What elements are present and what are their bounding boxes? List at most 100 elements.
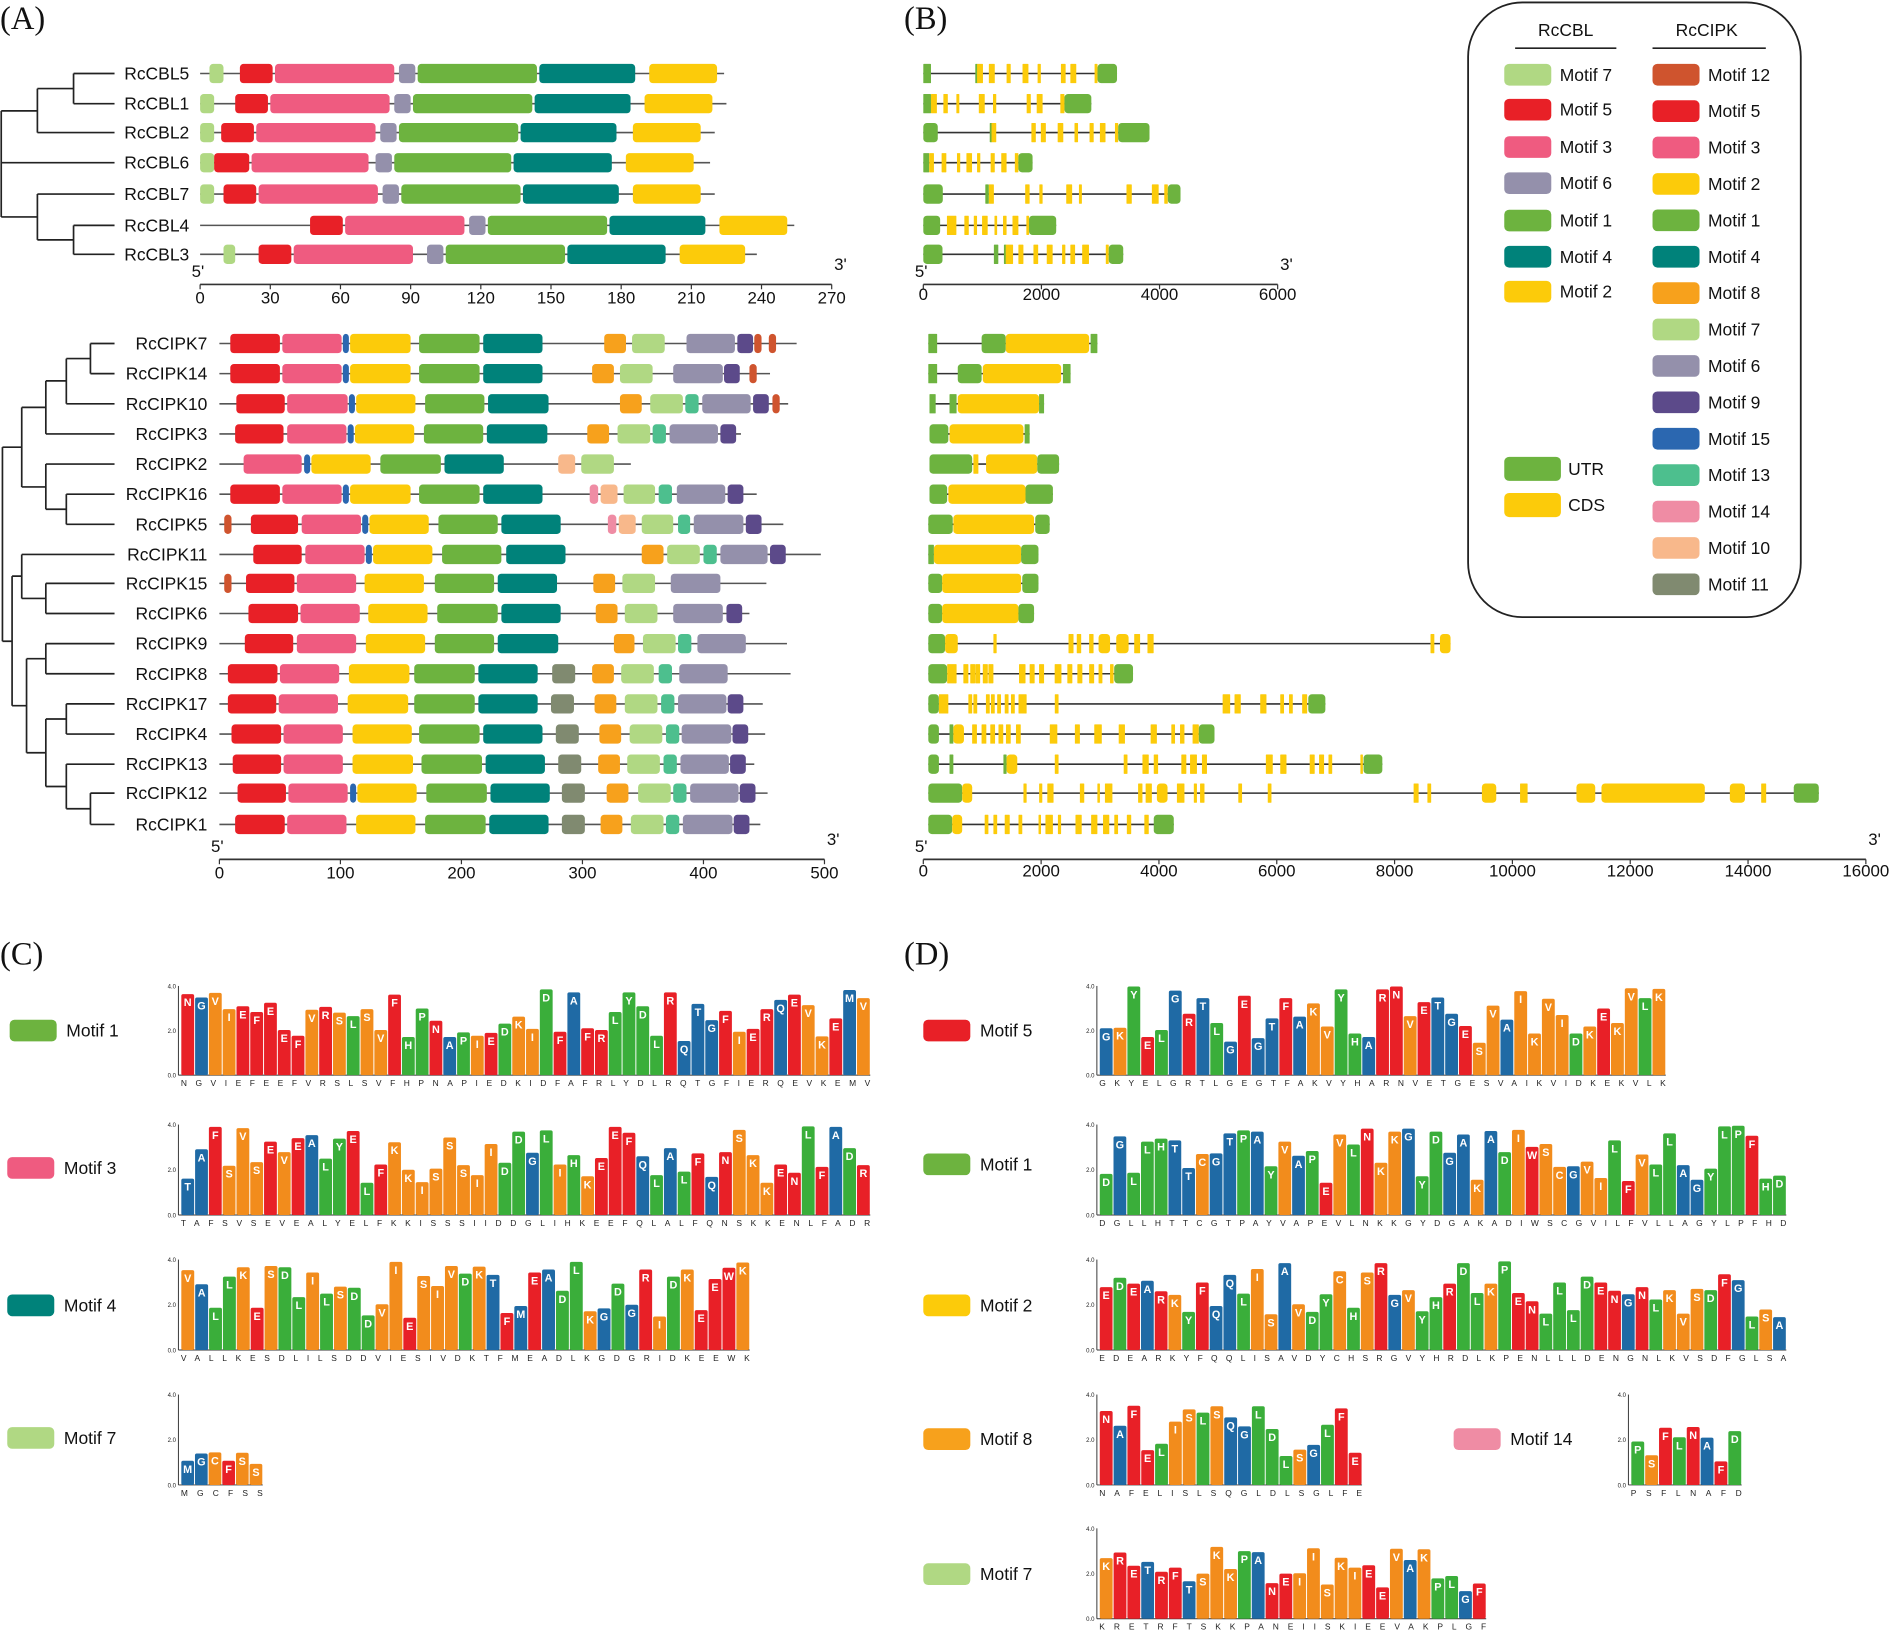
utr-block	[928, 573, 943, 594]
motif-7-box	[638, 783, 671, 803]
cds-block	[963, 664, 969, 684]
logo-letter: F	[626, 1136, 633, 1148]
utr-block	[993, 244, 999, 264]
logo-column-bar	[1223, 1274, 1237, 1350]
utr-block	[1022, 573, 1039, 594]
motif-5-box	[232, 754, 282, 774]
logo-column-bar	[856, 998, 870, 1076]
motif-2-box	[354, 424, 415, 444]
logo-consensus: TAFSVSEVEALYELFKKISSSIIDDGLIHKEEFQLALFQN…	[181, 1218, 870, 1228]
logo-letter: R	[1446, 1287, 1454, 1299]
legend-swatch	[1652, 63, 1700, 86]
logo-column-bar	[1265, 1583, 1279, 1619]
legend-swatch	[1652, 500, 1700, 523]
logo-letter: E	[612, 1130, 619, 1142]
gene-structure-row	[923, 122, 1150, 143]
logo-letter: A	[545, 1273, 553, 1285]
logo-letter: G	[197, 1001, 205, 1013]
logo-column-bar	[306, 1272, 320, 1350]
axis-tick-label: 150	[537, 289, 565, 308]
motif-4-box	[539, 63, 636, 84]
logo-column-bar	[636, 1006, 650, 1076]
logo-letter: E	[267, 1006, 274, 1018]
gene-row: RcCIPK16	[126, 484, 757, 504]
motif-logo-7: Motif 70.02.04.0K RE TR FTSKKP ANE IISKI EEVAK…	[923, 1527, 1487, 1632]
logo-column-bar	[732, 1031, 746, 1076]
cds-block	[1439, 633, 1451, 654]
logo-column-bar	[1320, 1026, 1334, 1076]
logo-column-bar	[1608, 1140, 1621, 1215]
logo-column-bar	[319, 1158, 333, 1215]
cds-block	[949, 424, 1024, 444]
motif-4-box	[501, 603, 561, 624]
motif-label: Motif 14	[1510, 1429, 1572, 1449]
logo-y-tick-label: 2.0	[1086, 1168, 1095, 1174]
legend-swatch	[1652, 464, 1700, 486]
motif-9-box	[733, 814, 750, 835]
axis-tick-label: 200	[447, 864, 475, 883]
legend-swatch	[1652, 427, 1700, 450]
motif-5-box	[246, 573, 295, 594]
logo-column-bar	[1690, 1179, 1704, 1215]
motif-9-box	[739, 783, 756, 803]
motif-12-box	[768, 333, 777, 354]
logo-letter: V	[1405, 1293, 1413, 1305]
logo-column-bar	[1237, 1293, 1250, 1350]
motif-5-box	[258, 244, 292, 264]
logo-letter: L	[1652, 1303, 1659, 1315]
logo-column-bar	[389, 1261, 403, 1350]
gene-structure-row	[928, 783, 1819, 803]
motif-6-box	[669, 424, 718, 444]
motif-swatch	[7, 1427, 55, 1449]
motif-7-box	[200, 184, 215, 204]
motif-label: Motif 7	[64, 1428, 116, 1448]
cds-block	[973, 694, 978, 714]
cds-block	[1289, 694, 1293, 714]
axis-5prime-label: 5'	[211, 837, 224, 856]
cds-block	[957, 394, 1040, 414]
motif-5-box	[227, 694, 277, 714]
logo-letter: D	[1731, 1434, 1739, 1446]
logo-column-bar	[1388, 1131, 1402, 1215]
logo-letter: A	[1295, 1159, 1303, 1171]
cds-block	[1126, 814, 1132, 835]
logo-y-tick-label: 4.0	[1618, 1393, 1627, 1399]
logo-letter: N	[1611, 1294, 1619, 1306]
logo-consensus: EDEARKYFQQLISAVDYCHSRGVYHRDLKPENLLLDENGN…	[1099, 1353, 1786, 1363]
gene-row: RcCBL1	[124, 94, 727, 114]
gene-structure-row	[928, 364, 1071, 384]
logo-letter: L	[1543, 1317, 1550, 1329]
logo-letter: T	[1269, 1021, 1276, 1033]
logo-letter: F	[504, 1316, 511, 1328]
motif-5-box	[227, 664, 278, 684]
logo-letter: V	[377, 1033, 385, 1045]
cds-block	[952, 814, 963, 835]
logo-letter: Q	[1226, 1420, 1234, 1432]
axis-5prime-label: 5'	[915, 837, 928, 856]
logo-column-bar	[1635, 1287, 1649, 1350]
logo-y-tick-label: 0.0	[168, 1483, 177, 1489]
motif-3-box	[296, 573, 357, 594]
logo-column-bar	[1113, 1277, 1127, 1350]
motif-1-box	[419, 333, 480, 354]
cds-block	[1319, 754, 1325, 774]
cds-block	[966, 153, 973, 173]
logo-letter: S	[1324, 1588, 1331, 1600]
logo-letter: L	[1350, 1148, 1357, 1160]
logo-column-bar	[569, 1261, 583, 1350]
motif-label: Motif 2	[980, 1295, 1032, 1315]
logo-column-bar	[663, 1148, 677, 1215]
logo-letter: E	[1144, 1040, 1151, 1052]
logo-y-tick-label: 4.0	[1086, 1393, 1095, 1399]
panel-label-b: (B)	[904, 1, 947, 37]
logo-column-bar	[1168, 1140, 1182, 1215]
logo-column-bar	[1264, 1314, 1278, 1350]
motif-3-box	[282, 333, 342, 354]
motif-1-box	[394, 153, 512, 173]
cds-block	[1094, 63, 1098, 84]
legend-label: Motif 3	[1560, 137, 1612, 157]
logo-letter: D	[639, 1009, 647, 1021]
motif-2-box	[373, 544, 433, 565]
logo-y-tick-label: 2.0	[168, 1029, 177, 1035]
logo-letter: A	[1703, 1441, 1711, 1453]
